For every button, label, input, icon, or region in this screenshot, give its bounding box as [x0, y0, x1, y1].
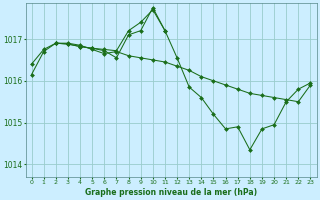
- X-axis label: Graphe pression niveau de la mer (hPa): Graphe pression niveau de la mer (hPa): [85, 188, 257, 197]
